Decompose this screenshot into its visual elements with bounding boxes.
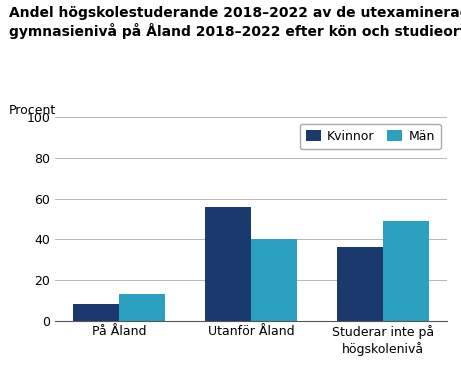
Bar (119, 294, 165, 321)
Legend: Kvinnor, Män: Kvinnor, Män (300, 124, 441, 149)
Bar (337, 248, 383, 321)
Bar (383, 221, 429, 321)
Bar (205, 207, 251, 321)
Bar (73, 304, 119, 321)
Text: Procent: Procent (9, 104, 56, 117)
Text: Andel högskolestuderande 2018–2022 av de utexaminerade på
gymnasienivå på Åland : Andel högskolestuderande 2018–2022 av de… (9, 4, 461, 38)
Bar (251, 239, 297, 321)
